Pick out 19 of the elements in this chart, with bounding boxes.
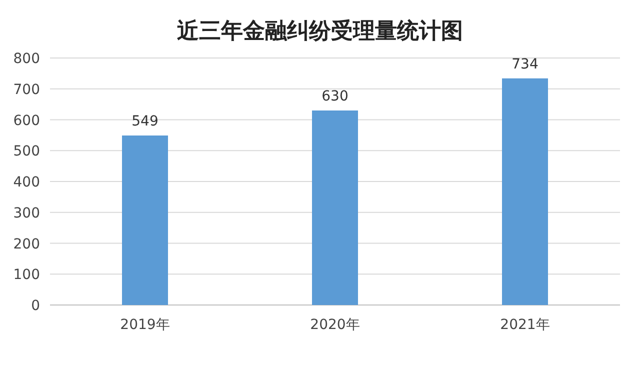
bar	[312, 110, 358, 305]
y-tick-label: 700	[13, 82, 40, 98]
y-tick-label: 500	[13, 144, 40, 160]
y-tick-label: 400	[13, 174, 40, 190]
y-tick-label: 100	[13, 267, 40, 284]
data-label: 549	[132, 113, 158, 130]
x-tick-label: 2020年	[310, 317, 360, 333]
chart-title: 近三年金融纠纷受理量统计图	[176, 18, 463, 44]
data-label: 630	[322, 88, 348, 104]
x-tick-label: 2019年	[120, 317, 170, 333]
y-tick-label: 300	[13, 205, 40, 222]
y-tick-label: 600	[13, 112, 40, 129]
y-tick-label: 200	[13, 236, 40, 252]
x-tick-label: 2021年	[500, 317, 550, 333]
bar	[122, 135, 168, 305]
y-tick-label: 0	[31, 298, 40, 314]
data-label: 734	[512, 56, 538, 72]
y-tick-label: 800	[13, 51, 40, 67]
bar	[502, 78, 548, 305]
